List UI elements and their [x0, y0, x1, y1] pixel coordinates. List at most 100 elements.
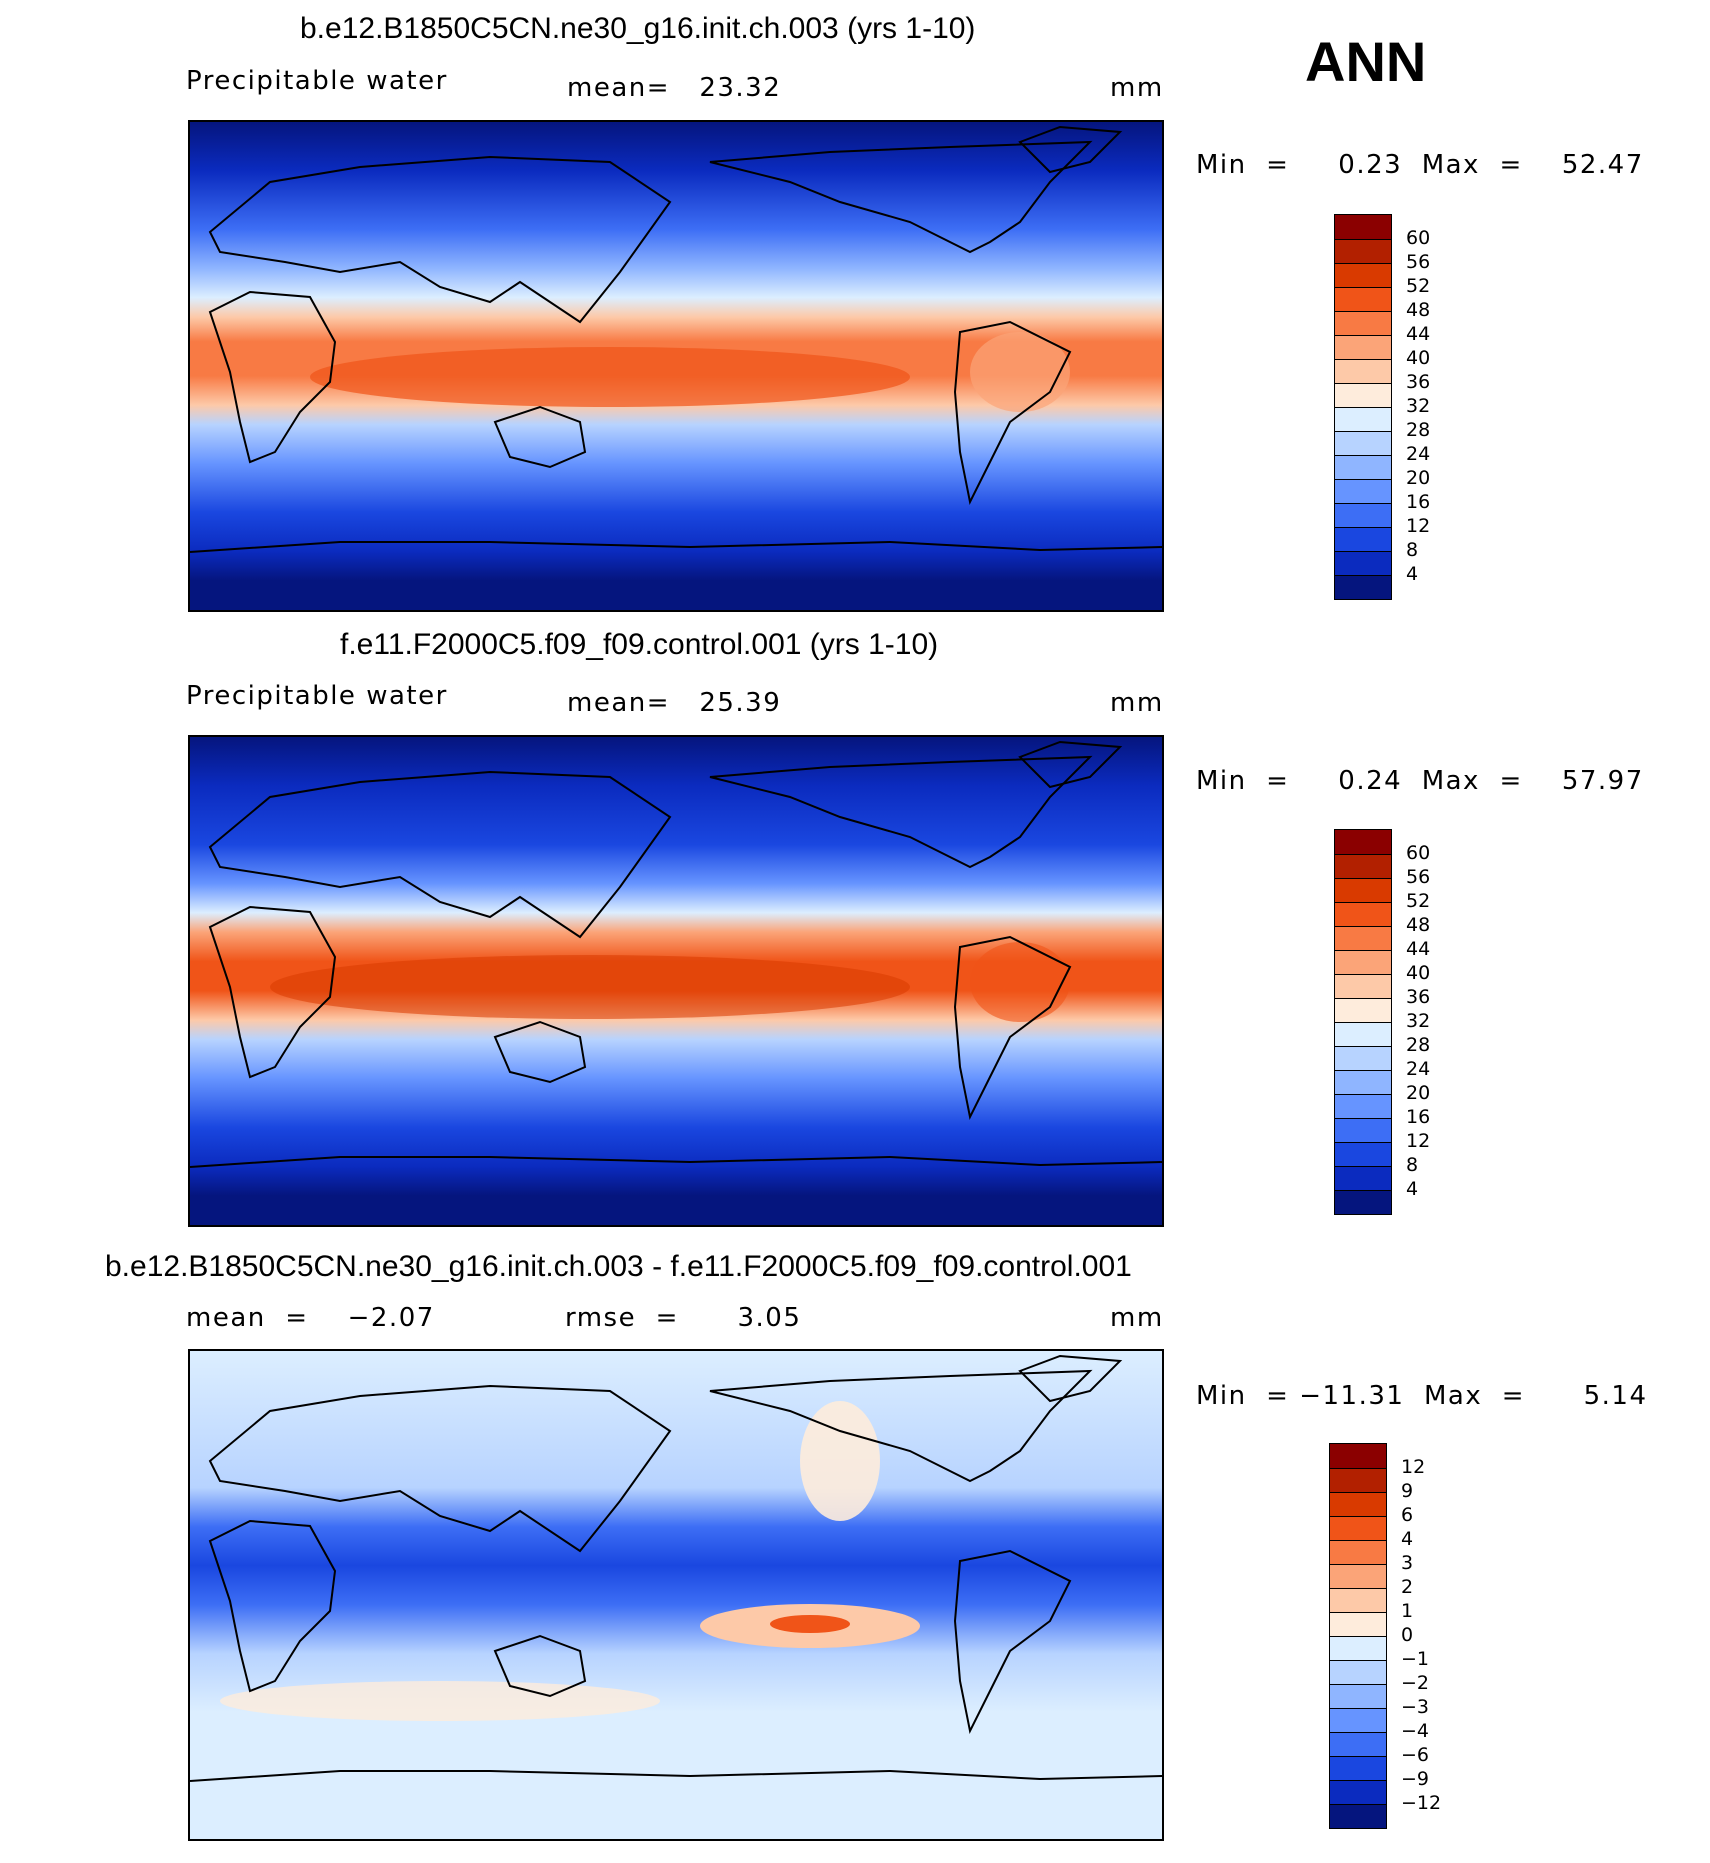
colorbar-tick-label: 9	[1401, 1480, 1414, 1502]
colorbar-swatch	[1330, 1804, 1386, 1828]
panel-2-title: f.e11.F2000C5.f09_f09.control.001 (yrs 1…	[340, 628, 939, 661]
colorbar-tick-label: 3	[1401, 1552, 1414, 1574]
colorbar-tick-label: 32	[1406, 1010, 1431, 1032]
panel-3-title: b.e12.B1850C5CN.ne30_g16.init.ch.003 - f…	[105, 1250, 1132, 1283]
panel-3-coast-eurasia	[208, 1384, 672, 1553]
colorbar-swatch	[1335, 854, 1391, 878]
colorbar-tick-label: 24	[1406, 1058, 1431, 1080]
colorbar-swatch	[1335, 1046, 1391, 1070]
colorbar-swatch	[1330, 1588, 1386, 1612]
colorbar-tick-label: 36	[1406, 371, 1431, 393]
colorbar-tick-label: −1	[1401, 1648, 1430, 1670]
panel-1-coast-samerica	[953, 320, 1072, 506]
colorbar-swatch	[1335, 575, 1391, 599]
panel-1-amazon	[970, 332, 1070, 412]
panel-3-mean: mean = −2.07	[186, 1303, 435, 1333]
colorbar-tick-label: 24	[1406, 443, 1431, 465]
panel-2-amazon	[970, 942, 1070, 1022]
colorbar-swatch	[1335, 926, 1391, 950]
colorbar-tick-label: −3	[1401, 1696, 1430, 1718]
colorbar-swatch	[1335, 830, 1391, 854]
colorbar-tick-label: 40	[1406, 962, 1431, 984]
colorbar-tick-label: 4	[1401, 1528, 1414, 1550]
colorbar-swatch	[1335, 1094, 1391, 1118]
panel-1-coast-australia	[493, 405, 587, 469]
colorbar-tick-label: 8	[1406, 1154, 1419, 1176]
colorbar-swatch	[1335, 215, 1391, 239]
colorbar-swatch	[1335, 239, 1391, 263]
colorbar-tick-label: 52	[1406, 890, 1431, 912]
colorbar-swatch	[1335, 335, 1391, 359]
panel-2-coast-greenland	[1018, 740, 1123, 789]
colorbar-tick-label: 40	[1406, 347, 1431, 369]
season-label: ANN	[1305, 30, 1427, 93]
colorbar-tick-label: 44	[1406, 938, 1431, 960]
panel-1-warm-pool	[310, 347, 910, 407]
panel-2-mean: mean= 25.39	[567, 688, 782, 718]
colorbar-swatch	[1330, 1540, 1386, 1564]
colorbar-tick-label: 56	[1406, 866, 1431, 888]
panel-2-coast-eurasia	[208, 770, 672, 939]
colorbar-tick-label: −12	[1401, 1792, 1442, 1814]
panel-1-minmax: Min = 0.23 Max = 52.47	[1196, 150, 1644, 180]
colorbar-swatch	[1335, 1118, 1391, 1142]
colorbar-tick-label: 36	[1406, 986, 1431, 1008]
colorbar-tick-label: 12	[1406, 515, 1431, 537]
colorbar-tick-label: 20	[1406, 1082, 1431, 1104]
colorbar-swatch	[1335, 503, 1391, 527]
colorbar-swatch	[1330, 1708, 1386, 1732]
colorbar-tick-label: 48	[1406, 299, 1431, 321]
panel-3-coast-australia	[493, 1634, 587, 1698]
panel-1-coast-antarctica	[190, 540, 1162, 553]
colorbar-swatch	[1335, 1142, 1391, 1166]
colorbar-swatch	[1330, 1492, 1386, 1516]
colorbar-swatch	[1335, 263, 1391, 287]
colorbar-tick-label: 12	[1401, 1456, 1426, 1478]
colorbar-tick-label: −4	[1401, 1720, 1430, 1742]
colorbar-swatch	[1335, 551, 1391, 575]
panel-2-units: mm	[1110, 688, 1164, 718]
colorbar-swatch	[1335, 1190, 1391, 1214]
panel-3-field	[190, 1351, 1162, 1839]
colorbar-tick-label: 1	[1401, 1600, 1414, 1622]
colorbar-tick-label: −9	[1401, 1768, 1430, 1790]
panel-1-colorbar	[1334, 214, 1392, 600]
panel-2-minmax: Min = 0.24 Max = 57.97	[1196, 766, 1644, 796]
colorbar-swatch	[1330, 1444, 1386, 1468]
colorbar-tick-label: 0	[1401, 1624, 1414, 1646]
panel-2-coast-namerica	[709, 755, 1093, 869]
colorbar-swatch	[1335, 479, 1391, 503]
panel-2-map	[188, 735, 1164, 1227]
panel-2-variable: Precipitable water	[186, 681, 448, 711]
panel-3-coast-namerica	[709, 1369, 1093, 1483]
colorbar-tick-label: 6	[1401, 1504, 1414, 1526]
panel-3-map	[188, 1349, 1164, 1841]
panel-2-coast-africa	[208, 905, 337, 1079]
panel-3-positive-namerica	[800, 1401, 880, 1521]
colorbar-swatch	[1335, 527, 1391, 551]
colorbar-tick-label: 28	[1406, 1034, 1431, 1056]
panel-2-coast-australia	[493, 1020, 587, 1084]
colorbar-swatch	[1330, 1732, 1386, 1756]
colorbar-swatch	[1335, 359, 1391, 383]
colorbar-swatch	[1335, 455, 1391, 479]
panel-1-title: b.e12.B1850C5CN.ne30_g16.init.ch.003 (yr…	[300, 12, 976, 45]
colorbar-tick-label: 4	[1406, 563, 1419, 585]
colorbar-swatch	[1330, 1564, 1386, 1588]
panel-1-mean: mean= 23.32	[567, 73, 782, 103]
colorbar-tick-label: 2	[1401, 1576, 1414, 1598]
panel-3-units: mm	[1110, 1303, 1164, 1333]
panel-1-map	[188, 120, 1164, 612]
panel-3-coast-greenland	[1018, 1354, 1123, 1403]
panel-2-colorbar	[1334, 829, 1392, 1215]
panel-3-coast-samerica	[953, 1549, 1072, 1735]
colorbar-swatch	[1335, 311, 1391, 335]
colorbar-tick-label: −6	[1401, 1744, 1430, 1766]
panel-2-coast-samerica	[953, 935, 1072, 1121]
colorbar-swatch	[1330, 1660, 1386, 1684]
colorbar-tick-label: 60	[1406, 842, 1431, 864]
panel-2-coast-antarctica	[190, 1155, 1162, 1168]
colorbar-tick-label: 20	[1406, 467, 1431, 489]
panel-2-warm-pool	[270, 955, 910, 1019]
